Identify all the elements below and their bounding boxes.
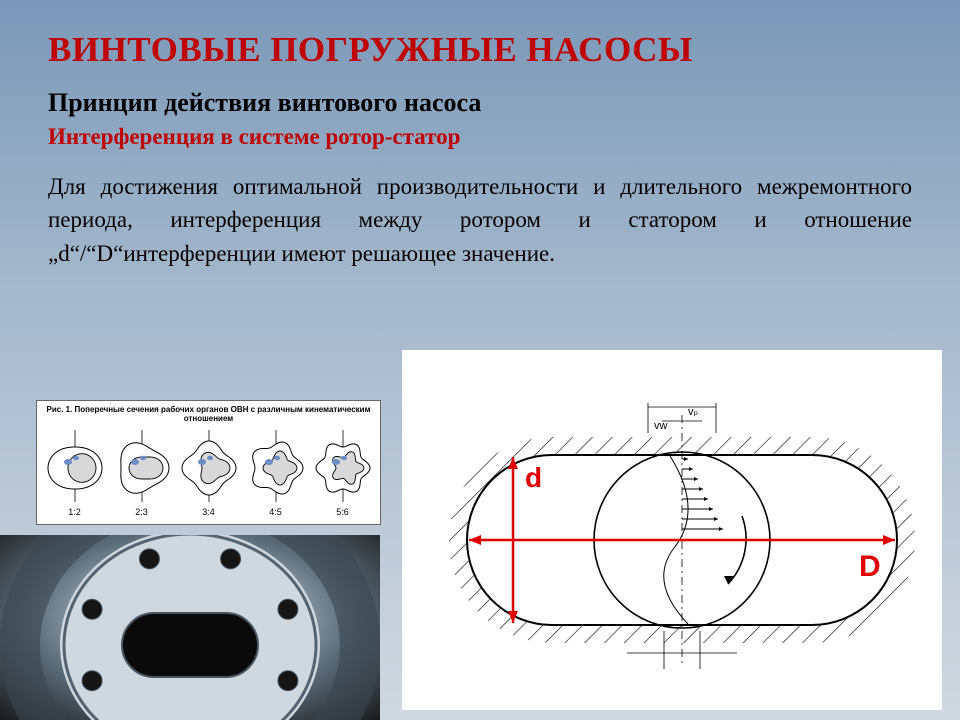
subtitle-2: Интерференция в системе ротор-статор [0, 122, 960, 166]
svg-text:vw: vw [654, 420, 668, 432]
page-title: ВИНТОВЫЕ ПОГРУЖНЫЕ НАСОСЫ [0, 0, 960, 80]
svg-text:vₚ: vₚ [688, 406, 699, 418]
figure-caption: Рис. 1. Поперечные сечения рабочих орган… [41, 405, 376, 423]
figure-stator-photo [0, 535, 380, 720]
figures-area: Рис. 1. Поперечные сечения рабочих орган… [0, 390, 960, 720]
body-paragraph: Для достижения оптимальной производитель… [0, 166, 960, 270]
subtitle-1: Принцип действия винтового насоса [0, 80, 960, 122]
svg-text:d: d [525, 462, 542, 493]
svg-text:D: D [859, 550, 881, 583]
figure-cross-sections: Рис. 1. Поперечные сечения рабочих орган… [36, 400, 381, 525]
figure-interference-diagram: vₚ vw Dd [402, 350, 942, 710]
